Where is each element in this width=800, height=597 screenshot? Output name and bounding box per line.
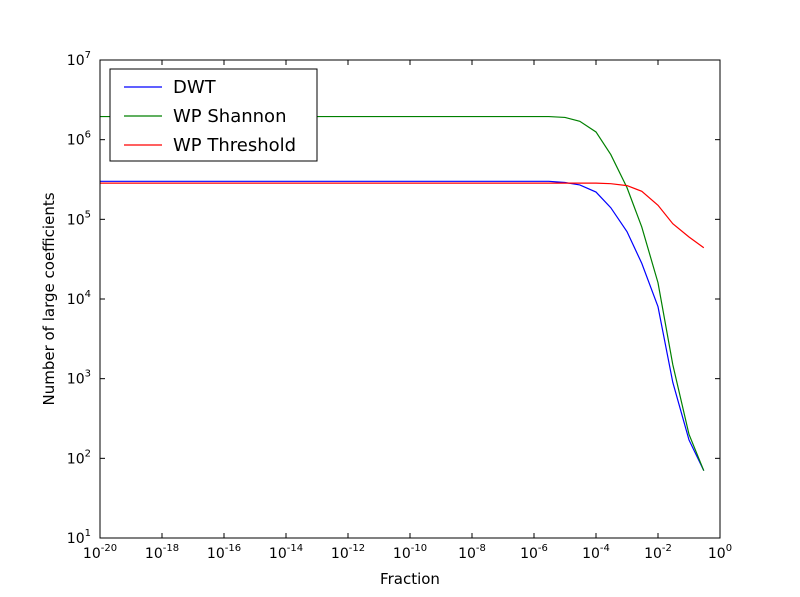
y-tick-base: 10: [67, 292, 85, 308]
x-tick-label: 10-12: [331, 543, 365, 562]
x-tick-label: 10-10: [393, 543, 427, 562]
x-tick-base: 10: [145, 546, 163, 562]
legend: DWT WP Shannon WP Threshold: [109, 68, 318, 162]
x-tick-base: 10: [644, 546, 662, 562]
x-tick-label: 10-6: [520, 543, 548, 562]
x-tick-base: 10: [393, 546, 411, 562]
x-tick-exponent: -10: [411, 543, 427, 554]
x-tick-exponent: -12: [349, 543, 365, 554]
x-tick-base: 10: [207, 546, 225, 562]
y-tick-label: 103: [67, 369, 91, 388]
x-tick-base: 10: [458, 546, 476, 562]
x-tick-label: 10-2: [644, 543, 672, 562]
y-tick-base: 10: [67, 451, 85, 467]
legend-label-2: WP Shannon: [173, 106, 286, 127]
y-tick-label: 102: [67, 448, 91, 467]
x-tick-label: 10-16: [207, 543, 241, 562]
y-tick-exponent: 3: [85, 369, 91, 380]
x-tick-base: 10: [83, 546, 101, 562]
x-tick-label: 10-4: [582, 543, 610, 562]
y-tick-exponent: 5: [85, 209, 91, 220]
y-axis-label: Number of large coefficients: [40, 192, 58, 405]
y-tick-base: 10: [67, 372, 85, 388]
series-layer: [100, 115, 705, 471]
legend-label-1: DWT: [173, 77, 217, 98]
x-tick-exponent: -14: [287, 543, 303, 554]
series-line-3: [100, 182, 705, 249]
x-tick-base: 10: [582, 546, 600, 562]
y-tick-exponent: 2: [85, 448, 91, 459]
series-line-2: [100, 115, 705, 471]
y-tick-exponent: 1: [85, 528, 91, 539]
x-tick-exponent: -2: [662, 543, 672, 554]
y-tick-label: 101: [67, 528, 91, 547]
y-tick-label: 105: [67, 209, 91, 228]
x-tick-exponent: -16: [225, 543, 241, 554]
legend-box: [109, 68, 318, 162]
x-tick-base: 10: [520, 546, 538, 562]
x-tick-label: 10-8: [458, 543, 486, 562]
y-tick-base: 10: [67, 133, 85, 149]
x-tick-base: 10: [331, 546, 349, 562]
x-tick-base: 10: [708, 546, 726, 562]
y-tick-exponent: 4: [85, 289, 91, 300]
y-tick-base: 10: [67, 212, 85, 228]
y-tick-exponent: 7: [85, 50, 91, 61]
x-tick-exponent: -6: [538, 543, 548, 554]
y-tick-label: 106: [67, 130, 91, 149]
x-tick-base: 10: [269, 546, 287, 562]
y-tick-label: 107: [67, 50, 91, 69]
x-tick-label: 100: [708, 543, 732, 562]
x-tick-exponent: -8: [476, 543, 486, 554]
x-tick-label: 10-14: [269, 543, 303, 562]
x-tick-exponent: 0: [726, 543, 732, 554]
x-tick-exponent: -4: [600, 543, 610, 554]
ticks-layer: 10-20 10-18 10-16 10-14 10-12 10-10 10-8 10-6 10…: [67, 50, 732, 562]
legend-label-3: WP Threshold: [173, 135, 296, 156]
y-tick-base: 10: [67, 53, 85, 69]
x-tick-exponent: -20: [101, 543, 117, 554]
y-tick-label: 104: [67, 289, 91, 308]
y-tick-base: 10: [67, 531, 85, 547]
y-tick-exponent: 6: [85, 130, 91, 141]
x-tick-label: 10-20: [83, 543, 117, 562]
series-line-1: [100, 180, 705, 471]
x-tick-exponent: -18: [163, 543, 179, 554]
x-tick-label: 10-18: [145, 543, 179, 562]
x-axis-label: Fraction: [380, 570, 440, 588]
